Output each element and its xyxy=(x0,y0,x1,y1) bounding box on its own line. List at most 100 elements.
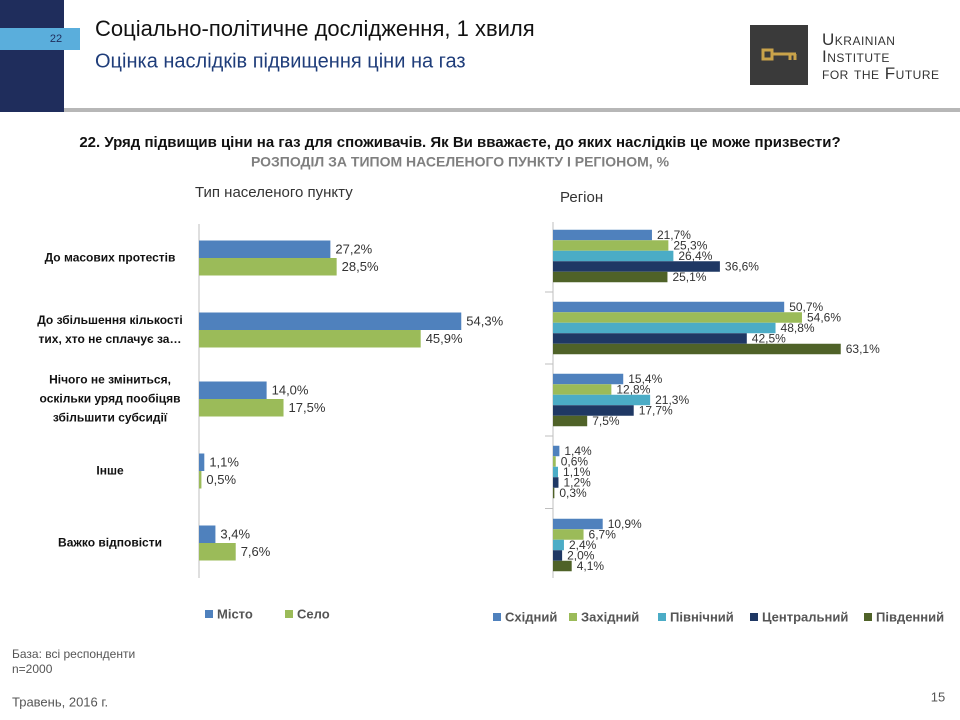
bar xyxy=(553,261,720,272)
bar xyxy=(199,471,202,489)
value-label: 10,9% xyxy=(608,517,642,531)
bar xyxy=(553,477,559,488)
slide-number-box xyxy=(0,28,80,50)
chart-title: Регіон xyxy=(560,189,603,206)
logo-text: Ukrainian xyxy=(822,30,896,49)
title: Соціально-політичне дослідження, 1 хвиля xyxy=(95,16,535,41)
bar xyxy=(553,415,588,427)
value-label: 1,4% xyxy=(564,444,592,458)
bar xyxy=(199,381,267,399)
bar xyxy=(553,550,563,561)
bar xyxy=(199,525,216,543)
value-label: 14,0% xyxy=(272,383,309,398)
value-label: 36,6% xyxy=(725,260,759,274)
footer-base: База: всі респонденти xyxy=(12,647,135,661)
bar xyxy=(553,384,612,395)
legend-label: Західний xyxy=(581,609,639,624)
legend-label: Південний xyxy=(876,609,944,624)
category-label: Важко відповісти xyxy=(58,535,162,550)
bar xyxy=(553,487,555,499)
logo-text: Institute xyxy=(822,47,890,66)
bar xyxy=(199,240,331,258)
legend-swatch xyxy=(750,613,758,621)
legend-label: Північний xyxy=(670,609,734,624)
logo-key xyxy=(761,48,797,61)
value-label: 12,8% xyxy=(616,383,650,397)
value-label: 6,7% xyxy=(589,528,617,542)
value-label: 21,3% xyxy=(655,393,689,407)
value-label: 45,9% xyxy=(426,331,463,346)
subheading: РОЗПОДІЛ ЗА ТИПОМ НАСЕЛЕНОГО ПУНКТУ І РЕ… xyxy=(251,154,670,170)
legend-swatch xyxy=(493,613,501,621)
value-label: 25,1% xyxy=(672,270,706,284)
bar xyxy=(553,456,556,467)
value-label: 27,2% xyxy=(335,242,372,257)
bar xyxy=(553,229,652,241)
value-label: 42,5% xyxy=(752,332,786,346)
value-label: 48,8% xyxy=(781,321,815,335)
value-label: 3,4% xyxy=(220,527,250,542)
header-band xyxy=(0,0,64,112)
bar xyxy=(553,405,634,416)
bar xyxy=(553,301,785,313)
bar xyxy=(553,240,669,251)
bar xyxy=(553,373,624,385)
bar xyxy=(553,560,572,572)
footer-date: Травень, 2016 г. xyxy=(12,694,108,709)
bar xyxy=(553,250,674,262)
category-label: Нічого не зміниться, оскільки уряд пообі… xyxy=(39,372,181,425)
value-label: 1,1% xyxy=(563,465,591,479)
bar xyxy=(199,258,337,276)
legend-swatch xyxy=(285,610,293,618)
value-label: 0,3% xyxy=(559,486,587,500)
value-label: 63,1% xyxy=(846,342,880,356)
value-label: 54,3% xyxy=(466,314,503,329)
value-label: 2,0% xyxy=(567,549,595,563)
value-label: 50,7% xyxy=(789,300,823,314)
value-label: 7,6% xyxy=(241,544,271,559)
bar xyxy=(553,518,603,530)
footer-sample: n=2000 xyxy=(12,662,53,676)
value-label: 7,5% xyxy=(592,414,620,428)
value-label: 4,1% xyxy=(577,559,605,573)
value-label: 17,5% xyxy=(289,400,326,415)
value-label: 0,6% xyxy=(561,455,589,469)
category-label: До масових протестів xyxy=(44,250,176,265)
value-label: 1,1% xyxy=(209,455,239,470)
bar xyxy=(199,399,284,417)
bar xyxy=(553,271,668,283)
bar xyxy=(553,466,559,478)
bar xyxy=(199,330,421,348)
bar xyxy=(553,343,841,355)
legend-label: Східний xyxy=(505,609,557,624)
page-number: 15 xyxy=(931,689,945,704)
subtitle: Оцінка наслідків підвищення ціни на газ xyxy=(95,50,466,72)
value-label: 25,3% xyxy=(673,239,707,253)
bar xyxy=(553,539,564,551)
bar xyxy=(199,312,462,330)
logo-text: for the Future xyxy=(822,64,940,83)
value-label: 17,7% xyxy=(639,404,673,418)
bar xyxy=(199,453,205,471)
value-label: 54,6% xyxy=(807,311,841,325)
bar xyxy=(553,333,747,344)
bar xyxy=(553,529,584,540)
value-label: 26,4% xyxy=(678,249,712,263)
value-label: 28,5% xyxy=(342,259,379,274)
value-label: 15,4% xyxy=(628,372,662,386)
bar xyxy=(199,543,236,561)
legend-label: Центральний xyxy=(762,609,848,624)
legend-swatch xyxy=(569,613,577,621)
category-label: До збільшення кількості тих, хто не спла… xyxy=(37,313,183,346)
category-label: Інше xyxy=(96,463,124,478)
bar xyxy=(553,445,560,457)
bar xyxy=(553,322,776,334)
question: 22. Уряд підвищив ціни на газ для спожив… xyxy=(79,134,840,151)
legend-label: Місто xyxy=(217,606,253,621)
value-label: 21,7% xyxy=(657,228,691,242)
header-rule xyxy=(64,108,960,112)
value-label: 0,5% xyxy=(206,472,236,487)
bar xyxy=(553,312,802,323)
